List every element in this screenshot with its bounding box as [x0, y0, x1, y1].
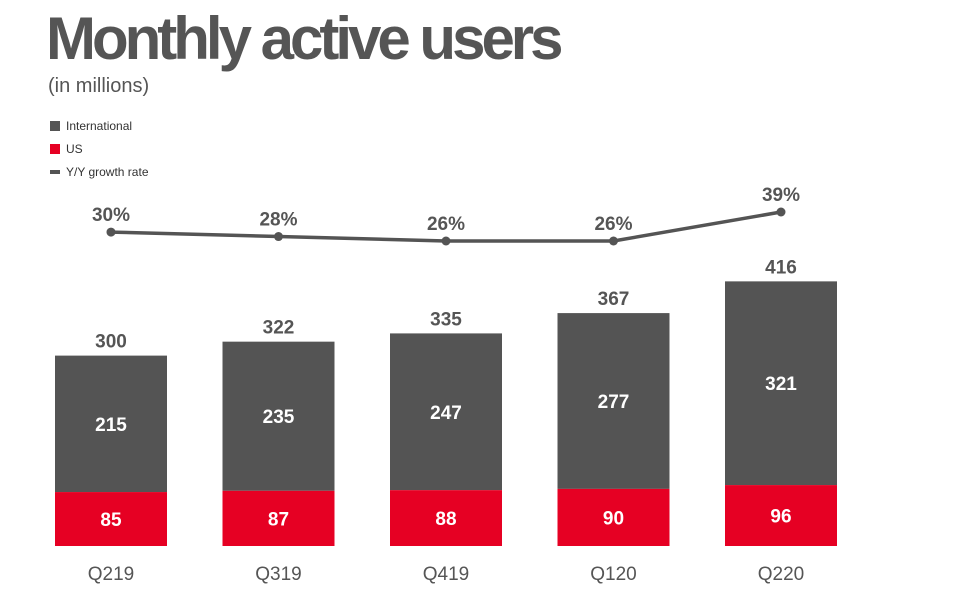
growth-point — [441, 236, 451, 246]
bar-us — [390, 490, 502, 546]
legend-item-international: International — [50, 114, 149, 137]
data-label-us: 96 — [770, 507, 791, 528]
legend-item-growth: Y/Y growth rate — [50, 160, 149, 183]
bar-us — [557, 488, 670, 546]
data-label-total: 335 — [430, 309, 462, 330]
growth-point — [274, 232, 283, 242]
data-label-total: 367 — [598, 289, 630, 310]
chart-subtitle: (in millions) — [48, 75, 150, 97]
growth-label: 30% — [92, 205, 130, 226]
legend-swatch-international — [50, 120, 60, 131]
bar-us — [725, 485, 837, 546]
legend-swatch-growth — [50, 169, 60, 174]
legend: International US Y/Y growth rate — [50, 114, 149, 183]
bar-international — [725, 281, 837, 486]
legend-swatch-us — [50, 143, 60, 154]
x-tick-label: Q419 — [423, 564, 469, 585]
data-label-us: 90 — [603, 508, 624, 529]
growth-point — [776, 207, 786, 217]
bar-international — [557, 313, 670, 489]
data-label-total: 416 — [765, 257, 797, 278]
growth-point — [106, 227, 116, 237]
data-label-international: 321 — [765, 374, 797, 395]
bar-us — [55, 492, 167, 546]
chart-title: Monthly active users — [46, 5, 564, 72]
growth-label: 28% — [259, 210, 297, 231]
data-label-international: 215 — [95, 415, 127, 436]
legend-label-us: US — [66, 141, 83, 156]
bar-international — [222, 341, 335, 491]
data-label-us: 87 — [268, 509, 289, 530]
growth-label: 26% — [427, 214, 465, 235]
data-label-total: 322 — [263, 318, 295, 339]
data-label-us: 88 — [435, 509, 456, 530]
legend-item-us: US — [50, 137, 149, 160]
x-tick-label: Q220 — [758, 564, 804, 585]
x-tick-label: Q219 — [88, 564, 134, 585]
data-label-international: 235 — [263, 407, 295, 428]
data-label-international: 277 — [598, 392, 630, 413]
growth-point — [609, 236, 618, 246]
data-label-international: 247 — [430, 403, 462, 424]
legend-label-international: International — [66, 118, 133, 133]
bar-us — [222, 490, 335, 546]
data-label-us: 85 — [100, 510, 122, 531]
bar-international — [390, 333, 502, 491]
x-tick-label: Q319 — [255, 564, 301, 585]
data-label-total: 300 — [95, 332, 127, 353]
growth-label: 26% — [594, 214, 632, 235]
growth-label: 39% — [762, 185, 800, 206]
bar-international — [55, 355, 167, 493]
x-tick-label: Q120 — [590, 564, 636, 585]
legend-label-growth: Y/Y growth rate — [66, 164, 149, 179]
